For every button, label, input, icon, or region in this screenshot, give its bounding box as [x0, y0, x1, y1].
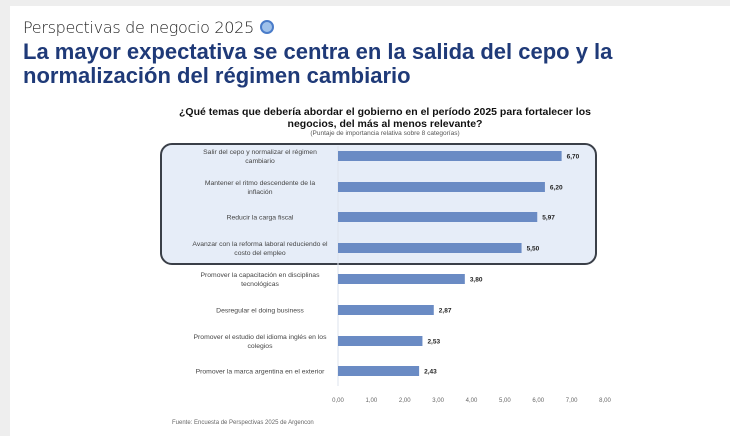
tick-label: 4,00: [466, 398, 478, 404]
bar: [338, 305, 434, 315]
circle-slash-icon: [259, 20, 274, 34]
bar: [338, 182, 545, 192]
category-label: Reducir la carga fiscal: [227, 215, 294, 222]
bar: [338, 336, 423, 346]
category-label: Promover el estudio del idioma inglés en…: [194, 334, 328, 350]
kicker: Perspectivas de negocio 2025: [23, 18, 274, 37]
page-title: La mayor expectativa se centra en la sal…: [23, 39, 613, 88]
tick-label: 8,00: [599, 398, 611, 404]
slide: Perspectivas de negocio 2025 La mayor ex…: [10, 6, 730, 436]
chart-title: ¿Qué temas que debería abordar el gobier…: [179, 106, 591, 130]
category-label: Promover la marca argentina en el exteri…: [196, 369, 326, 376]
value-label: 2,53: [427, 339, 440, 346]
bar: [338, 243, 522, 253]
value-label: 6,20: [550, 185, 563, 192]
tick-label: 0,00: [332, 398, 344, 404]
value-label: 2,43: [424, 369, 437, 376]
category-label: Desregular el doing business: [216, 308, 304, 315]
category-label: Mantener el ritmo descendente de la infla…: [205, 180, 316, 196]
bar: [338, 151, 562, 161]
value-label: 2,87: [439, 308, 452, 315]
bar-chart: 6,70 Salir del cepo y normalizar el régim…: [192, 146, 611, 404]
bar: [338, 212, 538, 222]
tick-label: 1,00: [366, 398, 378, 404]
category-label: Promover la capacitación en disciplinas t…: [200, 272, 320, 288]
bar: [338, 274, 465, 284]
tick-label: 3,00: [432, 398, 444, 404]
source-note: Fuente: Encuesta de Perspectivas 2025 de…: [172, 420, 314, 426]
tick-label: 6,00: [532, 398, 544, 404]
bar: [338, 366, 420, 376]
value-label: 3,80: [470, 277, 483, 284]
category-label: Salir del cepo y normalizar el régimen ca…: [203, 149, 317, 165]
category-label: Avanzar con la reforma laboral reduciend…: [192, 241, 328, 257]
tick-label: 2,00: [399, 398, 411, 404]
value-label: 6,70: [567, 154, 580, 161]
value-label: 5,97: [542, 215, 555, 222]
chart-subtitle: (Puntaje de importancia relativa sobre 8…: [310, 130, 460, 137]
tick-label: 7,00: [566, 398, 578, 404]
value-label: 5,50: [527, 246, 540, 253]
tick-label: 5,00: [499, 398, 511, 404]
